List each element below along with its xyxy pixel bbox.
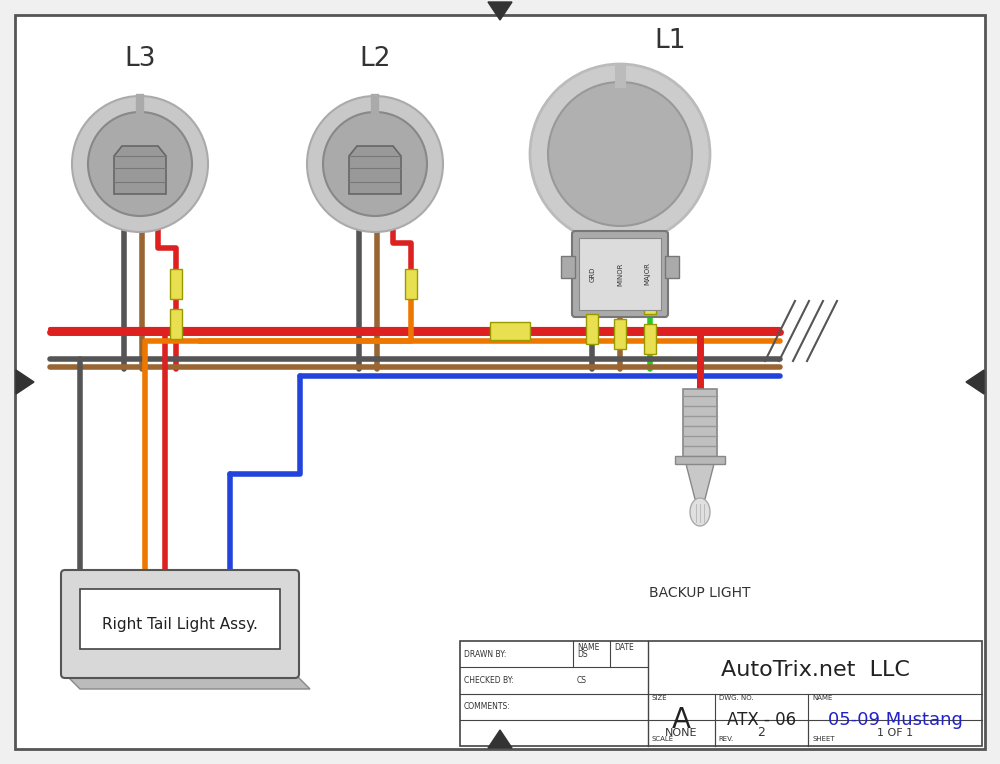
Text: CHECKED BY:: CHECKED BY:: [464, 676, 514, 685]
Ellipse shape: [530, 64, 710, 244]
Polygon shape: [349, 146, 401, 194]
Polygon shape: [16, 370, 34, 394]
Text: COMMENTS:: COMMENTS:: [464, 702, 511, 711]
Text: NAME: NAME: [577, 643, 599, 652]
Bar: [170, 269, 182, 299]
Text: L3: L3: [124, 46, 156, 72]
Text: SIZE: SIZE: [652, 695, 668, 701]
Bar: [586, 314, 598, 344]
Bar: [683, 389, 717, 459]
Text: GRD: GRD: [590, 267, 596, 282]
Text: DATE: DATE: [614, 643, 634, 652]
Polygon shape: [65, 674, 310, 689]
Text: A: A: [672, 706, 691, 733]
Text: L2: L2: [359, 46, 391, 72]
Text: 05-09 Mustang: 05-09 Mustang: [828, 711, 963, 729]
FancyBboxPatch shape: [61, 570, 299, 678]
Bar: [614, 279, 626, 309]
Polygon shape: [966, 370, 984, 394]
Text: ATX - 06: ATX - 06: [727, 711, 796, 729]
Text: REV.: REV.: [719, 736, 734, 742]
Bar: [170, 309, 182, 339]
Text: SHEET: SHEET: [812, 736, 835, 742]
Polygon shape: [114, 146, 166, 194]
Text: SCALE: SCALE: [652, 736, 674, 742]
Text: L1: L1: [654, 28, 686, 54]
Bar: [665, 256, 679, 278]
Circle shape: [88, 112, 192, 216]
Polygon shape: [686, 464, 714, 499]
Ellipse shape: [548, 82, 692, 226]
Bar: [675, 456, 725, 464]
Ellipse shape: [690, 498, 710, 526]
Circle shape: [72, 96, 208, 232]
Bar: [561, 256, 575, 278]
Circle shape: [323, 112, 427, 216]
FancyBboxPatch shape: [572, 231, 668, 317]
Text: BACKUP LIGHT: BACKUP LIGHT: [649, 586, 751, 600]
Circle shape: [307, 96, 443, 232]
Text: NAME: NAME: [812, 695, 833, 701]
Bar: [579, 238, 661, 310]
Text: NONE: NONE: [665, 728, 698, 738]
Bar: [614, 319, 626, 349]
Bar: [644, 324, 656, 354]
Text: MAJOR: MAJOR: [644, 263, 650, 286]
Text: CS: CS: [577, 676, 587, 685]
Text: DWG. NO.: DWG. NO.: [719, 695, 753, 701]
Text: 1 OF 1: 1 OF 1: [877, 728, 913, 738]
Bar: [405, 269, 417, 299]
Polygon shape: [488, 2, 512, 20]
Text: MINOR: MINOR: [617, 262, 623, 286]
Text: DRAWN BY:: DRAWN BY:: [464, 649, 506, 659]
Bar: [460, 641, 982, 746]
Text: 2: 2: [758, 727, 765, 740]
Text: AutoTrix.net  LLC: AutoTrix.net LLC: [721, 660, 909, 681]
Bar: [490, 322, 530, 340]
Polygon shape: [488, 730, 512, 748]
Bar: [586, 274, 598, 304]
Text: DS: DS: [577, 649, 587, 659]
Bar: [644, 284, 656, 314]
Bar: [80, 589, 280, 649]
Text: Right Tail Light Assy.: Right Tail Light Assy.: [102, 617, 258, 632]
